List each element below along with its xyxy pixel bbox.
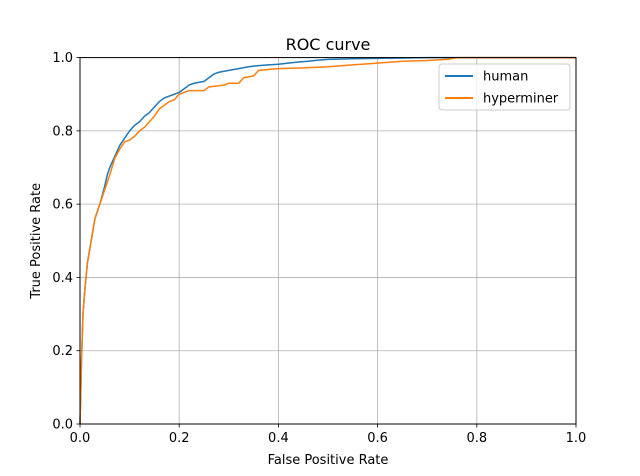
y-tick-label: 0.8 bbox=[52, 124, 73, 139]
series-line-hyperminer bbox=[79, 56, 576, 425]
y-axis-label: True Positive Rate bbox=[29, 183, 44, 300]
y-tick-label: 0.0 bbox=[52, 418, 73, 433]
y-tick-label: 0.4 bbox=[52, 271, 73, 286]
x-tick-label: 0.4 bbox=[268, 431, 289, 446]
plot-frame bbox=[79, 57, 577, 425]
x-axis-label: False Positive Rate bbox=[268, 453, 389, 468]
grid bbox=[79, 57, 577, 425]
axis-ticks: 0.0 0.2 0.4 0.6 0.8 1.0 0.0 0.2 0.4 0.6 0.8 1.0 bbox=[52, 51, 586, 446]
x-tick-label: 0.6 bbox=[367, 431, 388, 446]
x-tick-label: 0.0 bbox=[70, 431, 91, 446]
legend-label-human: human bbox=[483, 70, 528, 85]
chart-title: ROC curve bbox=[286, 35, 371, 54]
x-tick-label: 1.0 bbox=[566, 431, 587, 446]
series-lines bbox=[79, 56, 576, 425]
series-line-human bbox=[79, 56, 576, 425]
legend-label-hyperminer: hyperminer bbox=[483, 92, 559, 107]
y-tick-label: 0.2 bbox=[52, 344, 73, 359]
x-tick-label: 0.2 bbox=[169, 431, 190, 446]
x-tick-label: 0.8 bbox=[466, 431, 487, 446]
y-tick-label: 1.0 bbox=[52, 51, 73, 66]
legend: human hyperminer bbox=[438, 63, 571, 111]
y-tick-label: 0.6 bbox=[52, 198, 73, 213]
